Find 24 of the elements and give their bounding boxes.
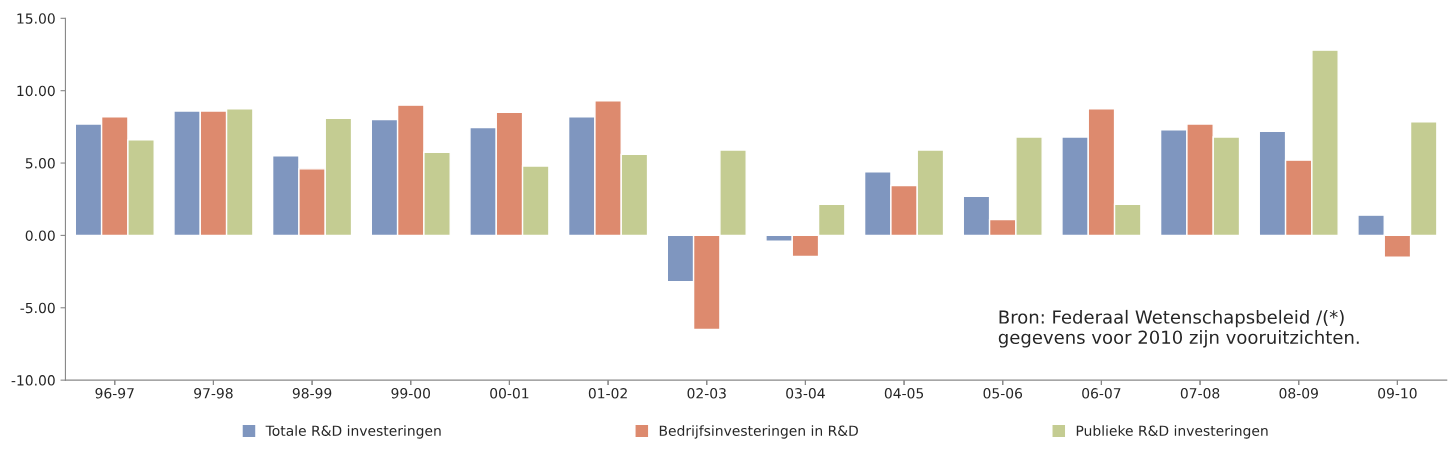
- x-tick-label: 09-10: [1378, 388, 1417, 399]
- x-tick-label: 04-05: [884, 388, 924, 399]
- y-tick-label: -5.00: [20, 302, 55, 314]
- x-tick-label: 97-98: [194, 388, 233, 399]
- y-tick-label: 5.00: [25, 158, 55, 169]
- x-tick-label: 99-00: [391, 388, 431, 399]
- y-tick-label: 10.00: [17, 85, 55, 97]
- x-tick-label: 08-09: [1279, 388, 1318, 399]
- legend-label: Bedrijfsinvesteringen in R&D: [659, 425, 858, 439]
- x-tick-label: 01-02: [588, 388, 627, 399]
- x-tick-label: 05-06: [983, 388, 1023, 399]
- y-tick-label: 15.00: [17, 13, 55, 24]
- x-tick-label: 02-03: [687, 388, 726, 399]
- x-tick-label: 96-97: [95, 388, 134, 399]
- x-tick-label: 03-04: [786, 388, 825, 399]
- legend-label: Totale R&D investeringen: [265, 425, 441, 439]
- y-tick-label: -10.00: [11, 375, 55, 386]
- annotation: Bron: Federaal Wetenschapsbeleid /(*) gegevens voor 2010 zijn vooruitzichten.: [998, 309, 1359, 348]
- legend-label: Publieke R&D investeringen: [1076, 425, 1268, 439]
- y-tick-label: 0.00: [25, 230, 55, 241]
- x-tick-label: 06-07: [1082, 388, 1121, 399]
- x-tick-label: 00-01: [490, 388, 529, 399]
- x-tick-label: 98-99: [292, 388, 332, 399]
- x-tick-label: 07-08: [1180, 388, 1220, 399]
